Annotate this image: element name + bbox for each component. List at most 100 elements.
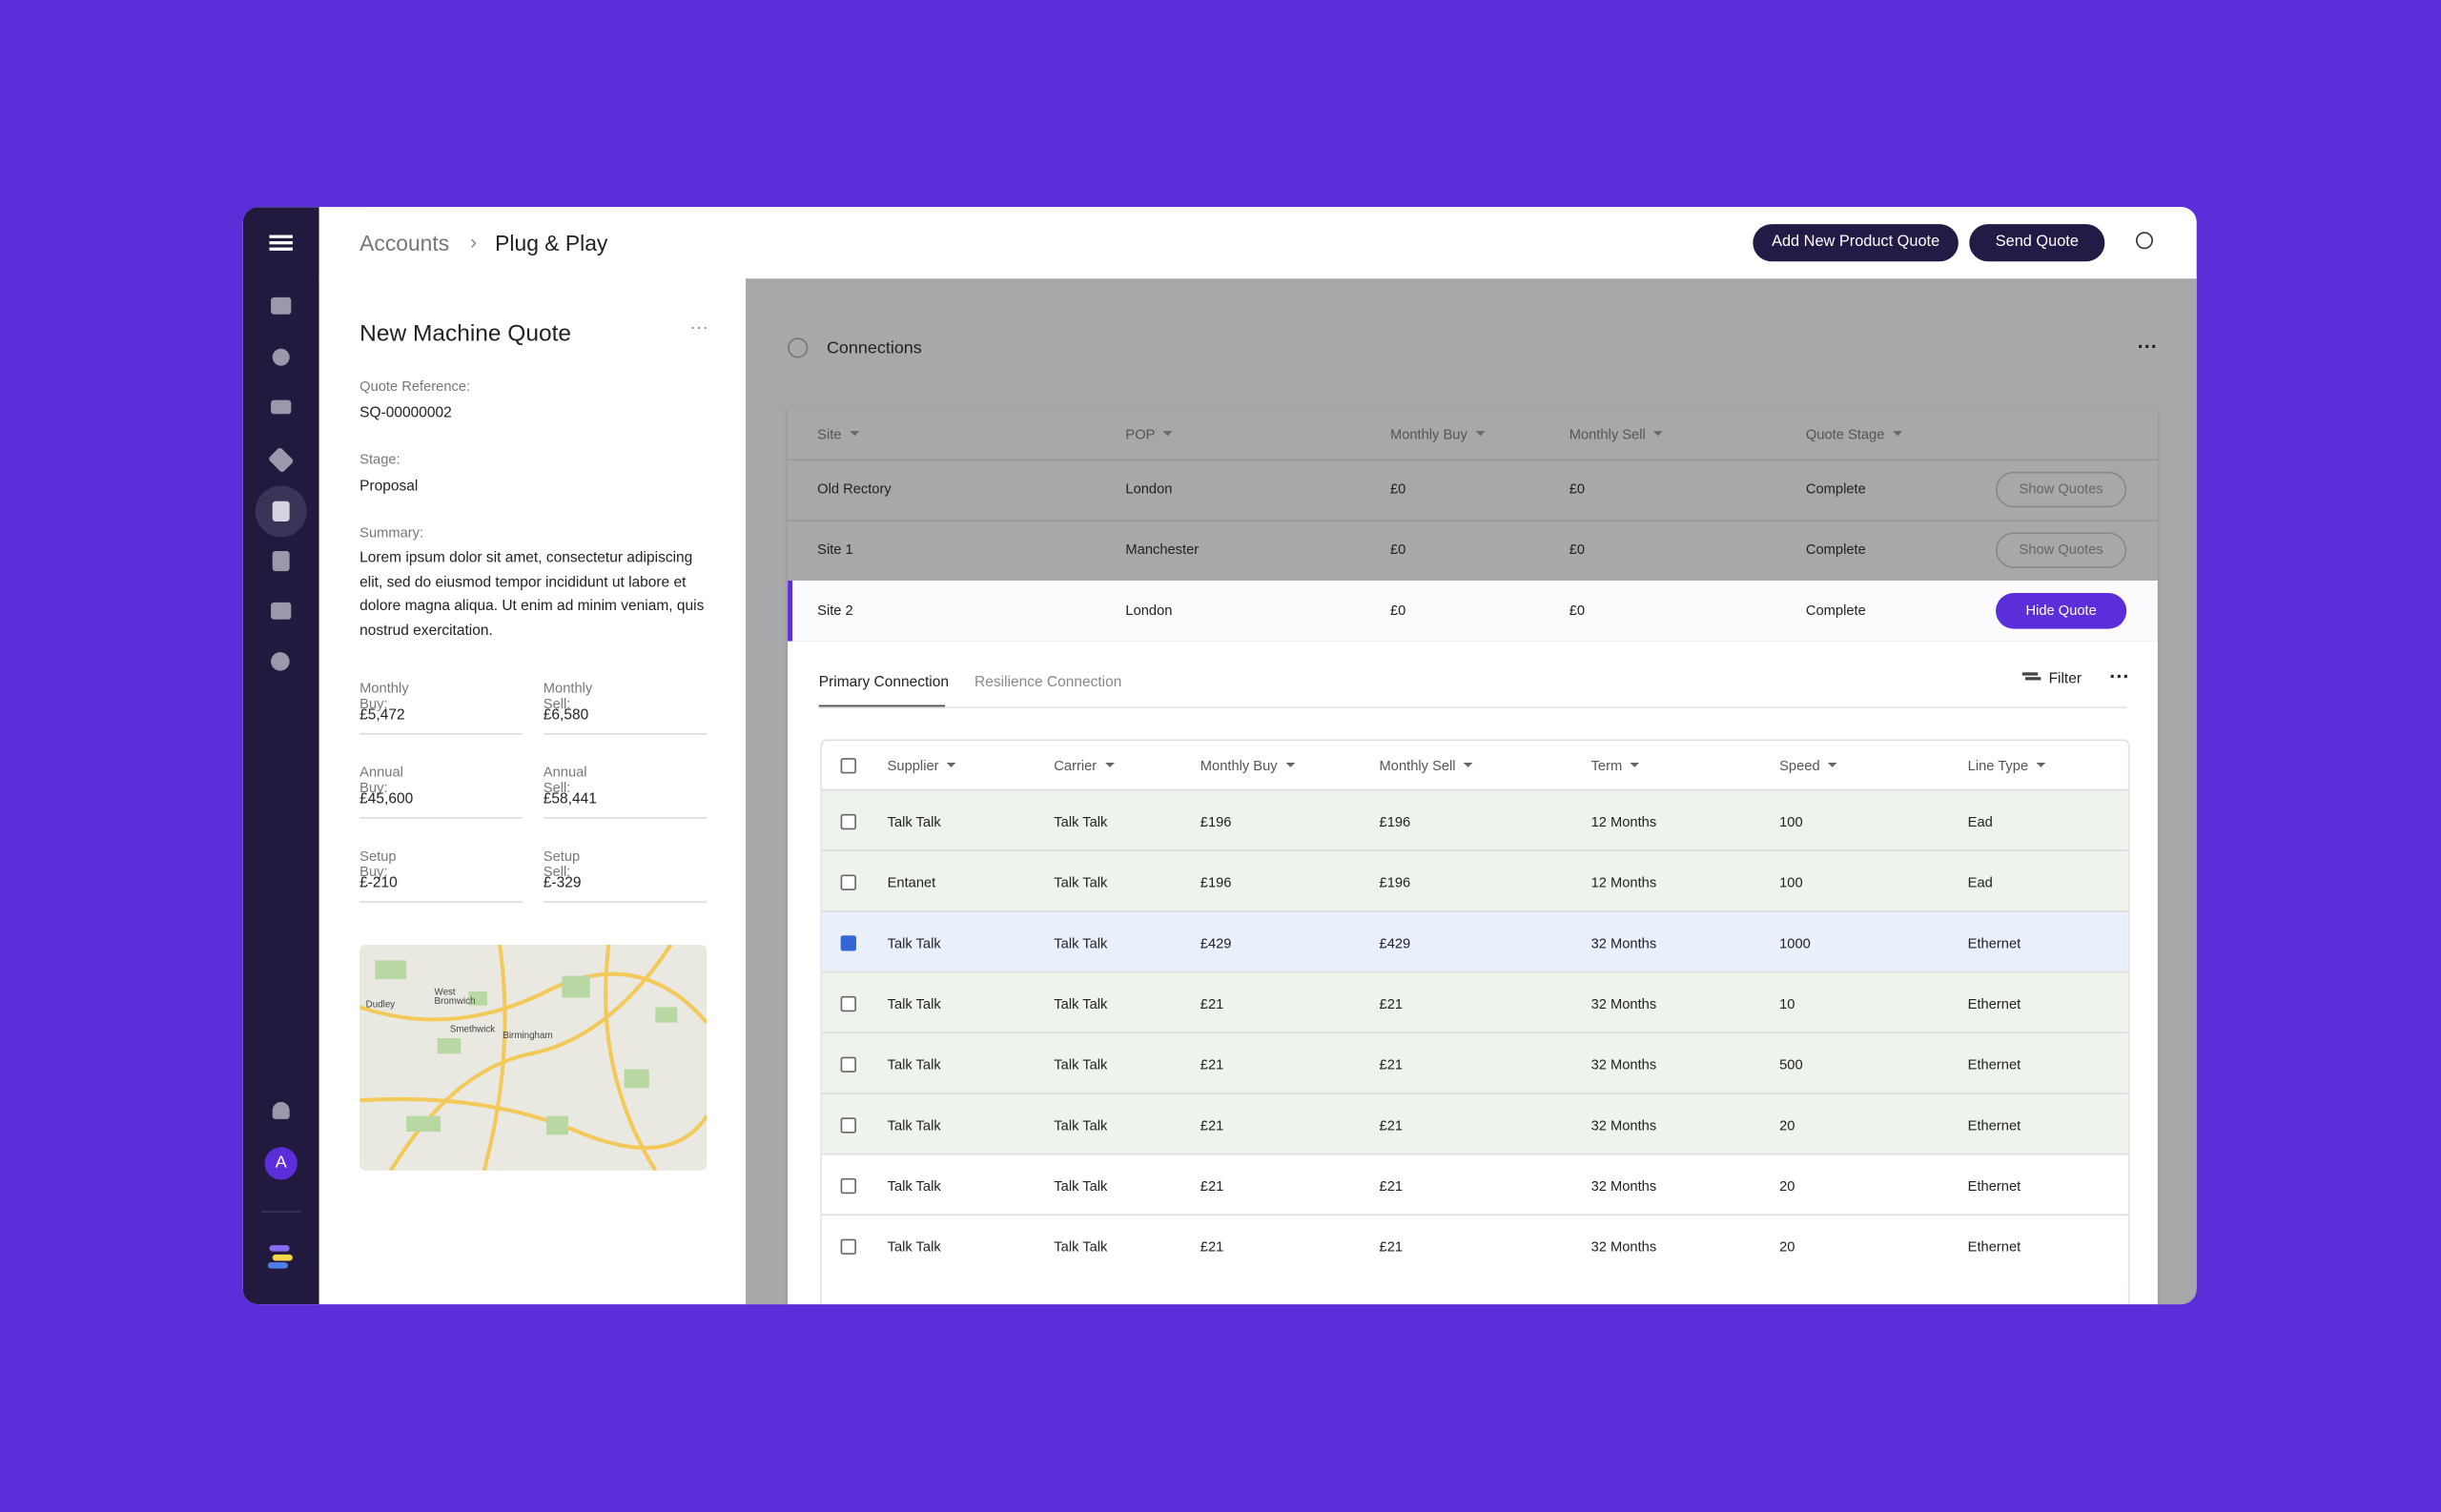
cell: Entanet: [887, 874, 936, 890]
line-row[interactable]: Talk Talk Talk Talk £21 £21 32 Months 10 Ether…: [822, 971, 2128, 1034]
cell: £21: [1379, 995, 1404, 1012]
cell: £21: [1200, 1177, 1224, 1195]
figure-value: £-329: [543, 874, 582, 892]
row-checkbox[interactable]: [840, 1056, 856, 1073]
cell: 20: [1779, 1238, 1795, 1255]
cell: Ethernet: [1967, 1117, 2021, 1134]
line-row[interactable]: Talk Talk Talk Talk £196 £196 12 Months 100 Ea…: [822, 788, 2128, 852]
doc-icon[interactable]: [272, 550, 290, 572]
figure-value: £-210: [359, 874, 398, 892]
line-row[interactable]: Talk Talk Talk Talk £21 £21 32 Months 20 Ether…: [822, 1153, 2128, 1216]
sites-table: Site POP Monthly Buy Monthly Sell Quote Stag…: [788, 407, 2158, 1305]
column-header[interactable]: Supplier: [888, 758, 956, 773]
cell: Site 2: [817, 602, 853, 619]
tab[interactable]: Primary Connection: [818, 673, 949, 691]
site-row[interactable]: Old Rectory London £0 £0 Complete Show Quotes: [788, 460, 2158, 521]
bell-icon[interactable]: [272, 1101, 290, 1119]
user-icon[interactable]: [272, 348, 290, 366]
hide-quote-button[interactable]: Hide Quote: [1996, 593, 2127, 629]
site-row[interactable]: Site 1 Manchester £0 £0 Complete Show Quotes: [788, 520, 2158, 582]
quote-icon[interactable]: [272, 501, 290, 521]
line-row[interactable]: Talk Talk Talk Talk £429 £429 32 Months 1000 E…: [822, 910, 2128, 973]
cell: 20: [1779, 1177, 1795, 1195]
column-header[interactable]: Monthly Sell: [1380, 758, 1473, 773]
more-icon[interactable]: ···: [2137, 335, 2158, 358]
show-quotes-button[interactable]: Show Quotes: [1996, 532, 2127, 568]
cell: Ethernet: [1967, 995, 2021, 1012]
search-icon[interactable]: [2136, 232, 2153, 250]
figure-label: Setup Buy:: [359, 848, 397, 880]
column-header[interactable]: Monthly Sell: [1569, 426, 1663, 441]
column-header[interactable]: Monthly Buy: [1200, 758, 1295, 773]
table-header: [788, 408, 2158, 461]
more-icon[interactable]: ···: [2109, 664, 2130, 688]
cell: 32 Months: [1590, 1056, 1657, 1073]
cell: 10: [1779, 995, 1795, 1012]
column-header[interactable]: Speed: [1779, 758, 1836, 773]
filter-icon[interactable]: [2021, 672, 2039, 676]
column-header[interactable]: Carrier: [1054, 758, 1114, 773]
send-quote-button[interactable]: Send Quote: [1969, 224, 2105, 262]
row-checkbox[interactable]: [840, 874, 856, 890]
line-row[interactable]: Talk Talk Talk Talk £21 £21 32 Months 500 Ethe…: [822, 1032, 2128, 1094]
cell: £0: [1569, 602, 1586, 619]
column-header[interactable]: Term: [1591, 758, 1640, 773]
cell: Talk Talk: [887, 1056, 941, 1073]
app-window: A Accounts › Plug & Play Add New Product…: [242, 207, 2197, 1305]
select-all-checkbox[interactable]: [840, 758, 856, 774]
row-checkbox[interactable]: [840, 1238, 856, 1255]
cell: Ead: [1967, 874, 1993, 890]
breadcrumb-root[interactable]: Accounts: [359, 230, 450, 255]
cell: Complete: [1805, 541, 1866, 558]
dashboard-icon[interactable]: [271, 296, 292, 315]
column-header[interactable]: Quote Stage: [1806, 426, 1901, 441]
cell: £21: [1200, 1238, 1224, 1255]
column-header[interactable]: Monthly Buy: [1390, 426, 1485, 441]
line-row[interactable]: Entanet Talk Talk £196 £196 12 Months 100 Ead: [822, 849, 2128, 912]
cell: Ethernet: [1967, 1238, 2021, 1255]
cell: 32 Months: [1590, 1117, 1657, 1134]
map-parks: [375, 960, 678, 1135]
figure-label: Annual Sell:: [543, 764, 587, 796]
cell: London: [1125, 480, 1173, 497]
site-row[interactable]: Site 2 London £0 £0 Complete Hide Quote: [788, 580, 2158, 644]
tab-underline: [818, 705, 946, 708]
row-checkbox[interactable]: [840, 1177, 856, 1195]
cart-icon[interactable]: [271, 602, 292, 620]
row-checkbox[interactable]: [840, 935, 856, 951]
cell: 12 Months: [1590, 874, 1657, 890]
row-checkbox[interactable]: [840, 995, 856, 1012]
list-icon[interactable]: [271, 399, 292, 415]
column-header[interactable]: Line Type: [1968, 758, 2045, 773]
cell: 100: [1779, 874, 1803, 890]
quote-title: New Machine Quote: [359, 320, 572, 348]
cell: £0: [1569, 541, 1586, 558]
row-checkbox[interactable]: [840, 1117, 856, 1134]
cell: 1000: [1779, 935, 1811, 951]
cell: Ethernet: [1967, 1056, 2021, 1073]
settings-icon[interactable]: [271, 652, 290, 671]
show-quotes-button[interactable]: Show Quotes: [1996, 471, 2127, 508]
tab[interactable]: Resilience Connection: [974, 673, 1122, 691]
avatar[interactable]: A: [264, 1147, 297, 1180]
column-header[interactable]: POP: [1125, 426, 1172, 441]
line-row[interactable]: Talk Talk Talk Talk £21 £21 32 Months 20 Ether…: [822, 1093, 2128, 1155]
map-label: Smethwick: [449, 1025, 496, 1035]
filter-button[interactable]: Filter: [2048, 670, 2082, 688]
cell: £0: [1389, 602, 1406, 619]
figure-label: Monthly Sell:: [543, 680, 593, 712]
add-quote-button[interactable]: Add New Product Quote: [1753, 224, 1959, 262]
line-row[interactable]: Talk Talk Talk Talk £21 £21 32 Months 20 Ether…: [822, 1214, 2128, 1277]
column-header[interactable]: Site: [817, 426, 858, 441]
row-checkbox[interactable]: [840, 813, 856, 830]
figure-value: £5,472: [359, 706, 405, 725]
tag-icon[interactable]: [267, 446, 295, 474]
cell: £0: [1389, 541, 1406, 558]
label: Quote Reference:: [359, 378, 471, 395]
collapse-icon[interactable]: [788, 337, 809, 358]
menu-icon[interactable]: [269, 235, 293, 238]
more-icon[interactable]: ···: [689, 316, 708, 338]
cell: Talk Talk: [887, 995, 941, 1012]
